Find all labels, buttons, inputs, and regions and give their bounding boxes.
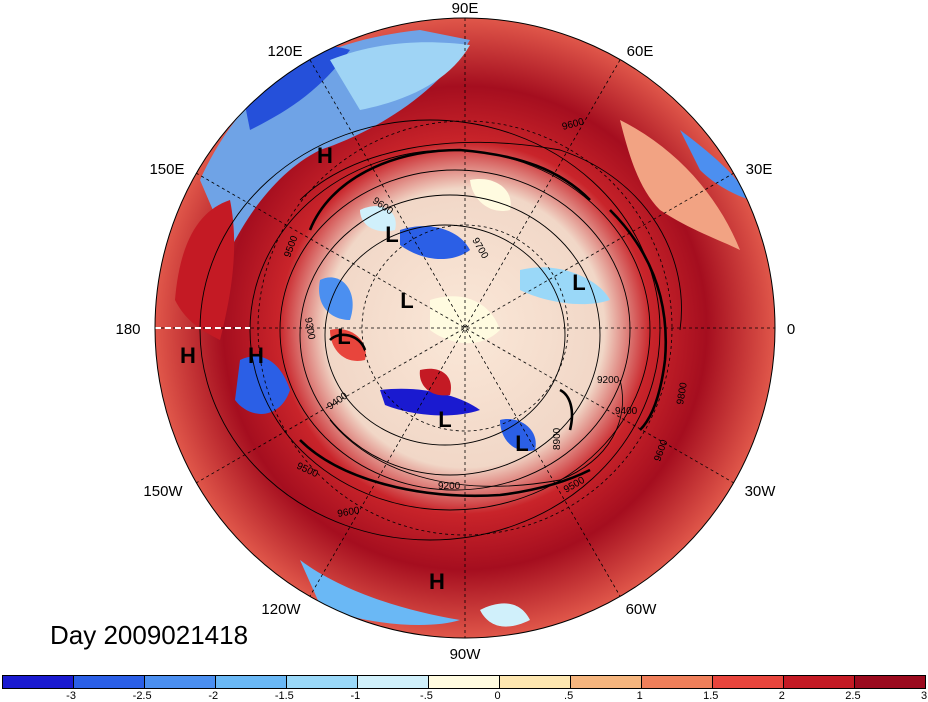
low-pressure-marker: L — [337, 324, 350, 349]
lon-label-60e: 60E — [627, 43, 654, 60]
contour-label: 9800 — [675, 381, 690, 405]
contour-label: 9300 — [302, 317, 317, 341]
lon-label-30e: 30E — [746, 161, 773, 178]
lon-label-60w: 60W — [626, 601, 658, 618]
colorbar-box — [358, 676, 429, 688]
colorbar-box — [287, 676, 358, 688]
low-pressure-marker: L — [572, 270, 585, 295]
contour-label: 8900 — [552, 427, 563, 450]
high-pressure-marker: H — [429, 569, 445, 594]
colorbar-tick-label: .5 — [564, 690, 574, 702]
colorbar: -3 -2.5 -2 -1.5 -1 -.5 0 .5 1 1.5 2 2.5 3 — [0, 675, 928, 702]
shading-field — [155, 18, 775, 638]
colorbar-box — [571, 676, 642, 688]
high-pressure-marker: H — [317, 143, 333, 168]
colorbar-tick-label: -.5 — [420, 690, 433, 702]
colorbar-tick-label: 0 — [494, 690, 501, 702]
colorbar-tick-label: 2 — [778, 690, 785, 702]
lon-label-90w: 90W — [450, 646, 482, 663]
colorbar-tick-label: -2.5 — [132, 690, 152, 702]
high-pressure-marker: H — [248, 343, 264, 368]
colorbar-tick-label: -1.5 — [274, 690, 294, 702]
colorbar-tick-label: 2.5 — [845, 690, 861, 702]
lon-label-150w: 150W — [143, 483, 183, 500]
colorbar-tick-label: -3 — [66, 690, 76, 702]
colorbar-tick-label: 3 — [920, 690, 928, 702]
colorbar-tick-label: 1 — [636, 690, 643, 702]
lon-label-150e: 150E — [149, 161, 184, 178]
lon-label-90e: 90E — [452, 0, 479, 17]
colorbar-box — [784, 676, 855, 688]
low-pressure-marker: L — [438, 407, 451, 432]
colorbar-box — [145, 676, 216, 688]
colorbar-box — [216, 676, 287, 688]
colorbar-tick-label: 1.5 — [703, 690, 719, 702]
contour-label: 9600 — [337, 505, 361, 520]
colorbar-box — [74, 676, 145, 688]
colorbar-boxes — [2, 675, 926, 689]
lon-label-30w: 30W — [745, 483, 777, 500]
contour-label: 9200 — [597, 375, 620, 386]
low-pressure-marker: L — [400, 288, 413, 313]
colorbar-box — [855, 676, 925, 688]
colorbar-box — [713, 676, 784, 688]
lon-label-120w: 120W — [261, 601, 301, 618]
day-title: Day 2009021418 — [50, 620, 249, 650]
contour-label: 9200 — [438, 481, 461, 492]
colorbar-tick-label: -1 — [350, 690, 361, 702]
colorbar-box — [642, 676, 713, 688]
lon-label-0: 0 — [787, 321, 795, 338]
colorbar-box — [429, 676, 500, 688]
colorbar-box — [3, 676, 74, 688]
lon-label-180: 180 — [115, 321, 140, 338]
contour-label: 9400 — [615, 406, 638, 417]
high-pressure-marker: H — [180, 343, 196, 368]
lon-label-120e: 120E — [267, 43, 302, 60]
colorbar-tick-label: -2 — [208, 690, 219, 702]
low-pressure-marker: L — [385, 222, 398, 247]
low-pressure-marker: L — [515, 431, 528, 456]
colorbar-box — [500, 676, 571, 688]
